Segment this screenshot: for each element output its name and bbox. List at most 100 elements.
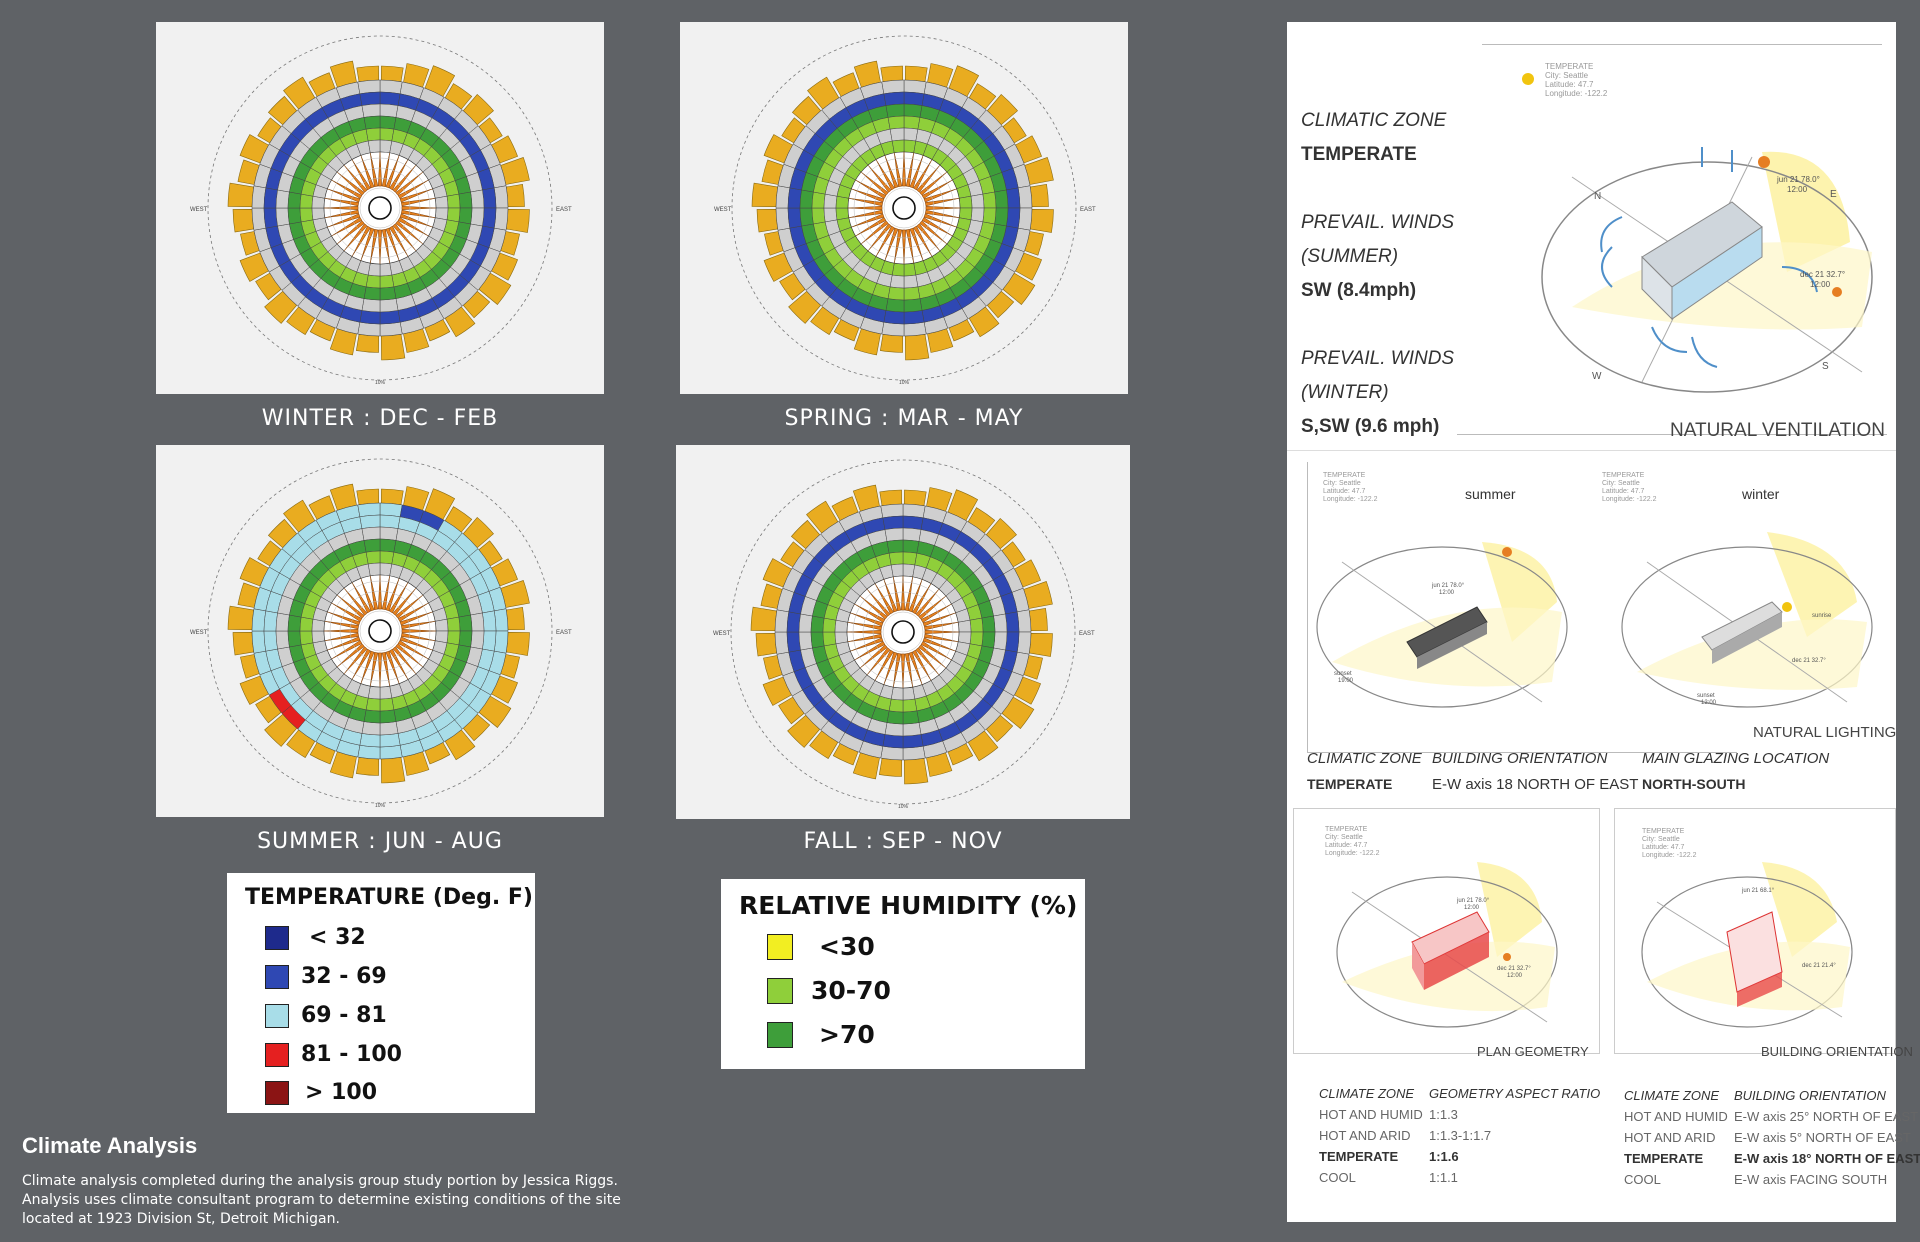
scale-label: 10%	[899, 380, 910, 386]
ring-segment	[902, 734, 924, 749]
wind-bar	[380, 488, 404, 506]
ring-segment	[887, 286, 905, 301]
ring-segment	[379, 733, 401, 748]
center-point	[368, 196, 392, 220]
outer-ring	[730, 459, 1076, 805]
jun-label: jun 21 78.0°	[1776, 175, 1820, 184]
table-cell: COOL	[1319, 1170, 1356, 1185]
sun-ray	[401, 206, 437, 210]
table-cell: E-W axis FACING SOUTH	[1734, 1172, 1888, 1187]
ring-segment	[993, 613, 1008, 633]
winter-winds-label-2: (WINTER)	[1301, 382, 1389, 403]
ring-segment	[882, 734, 904, 749]
wind-bar	[355, 756, 380, 776]
stamp-line: Latitude: 47.7	[1602, 488, 1645, 495]
svg-text:W: W	[1592, 371, 1602, 382]
ring-segment	[982, 191, 997, 209]
ring-segment	[810, 631, 825, 649]
sun-ray	[389, 159, 409, 191]
sun-ray	[860, 220, 889, 245]
plan-geometry-title: PLAN GEOMETRY	[1477, 1044, 1589, 1059]
sun-ray	[327, 188, 361, 203]
ring-segment	[787, 187, 802, 209]
scale-label: 10%	[898, 804, 909, 810]
ring-segment	[970, 193, 985, 209]
summer-winds-label: PREVAIL. WINDS	[1301, 212, 1455, 233]
scale-label: 10%	[375, 380, 386, 386]
sunrise-label: sunrise	[1812, 613, 1832, 619]
wheel-chart-summer: WEST EAST 10%	[190, 458, 572, 809]
west-label: WEST	[190, 207, 208, 213]
ring-segment	[470, 612, 485, 632]
lighting-summer-label: summer	[1465, 486, 1516, 502]
stamp-line: TEMPERATE	[1323, 472, 1366, 479]
table-cell: 1:1.6	[1429, 1149, 1459, 1164]
ring-segment	[379, 115, 397, 130]
ring-segment	[903, 298, 923, 313]
sun-ray	[916, 164, 941, 193]
sun-ray	[908, 651, 923, 685]
winter-winds-value: S,SW (9.6 mph)	[1301, 416, 1440, 437]
ring-segment	[299, 616, 314, 632]
stamp-line: Longitude: -122.2	[1602, 496, 1657, 503]
ring-segment	[470, 207, 485, 227]
building-orientation-title: BUILDING ORIENTATION	[1761, 1044, 1913, 1059]
ring-segment	[361, 103, 381, 118]
lighting-title: NATURAL LIGHTING	[1753, 724, 1897, 741]
sun-ray	[854, 641, 886, 661]
sun-ray	[915, 588, 940, 617]
ring-segment	[458, 191, 473, 209]
stamp-line: Longitude: -122.2	[1323, 496, 1378, 503]
sun-ray	[351, 648, 371, 680]
outer-ring	[207, 35, 553, 381]
sun-ray	[336, 171, 365, 196]
ring-segment	[903, 274, 919, 289]
ring-segment	[881, 79, 905, 95]
dec-label: dec 21 32.7°	[1800, 270, 1845, 279]
sun-ray	[323, 629, 359, 633]
ring-segment	[774, 609, 790, 633]
table-header: GEOMETRY ASPECT RATIO	[1429, 1086, 1601, 1101]
stamp-line: Latitude: 47.7	[1642, 844, 1685, 851]
stamp-line: City: Seattle	[1325, 834, 1363, 841]
wind-bar	[1029, 208, 1054, 233]
jun-label: jun 21 68.1°	[1741, 888, 1775, 894]
ring-segment	[1017, 185, 1033, 209]
sun-ray	[378, 652, 382, 688]
inner-grid-ring	[359, 187, 401, 229]
temperature-legend-item: 81 - 100	[265, 1042, 402, 1067]
winter-winds-label: PREVAIL. WINDS	[1301, 348, 1455, 369]
stamp-line: City: Seattle	[1323, 480, 1361, 487]
ring-segment	[810, 615, 825, 633]
ring-segment	[888, 698, 904, 713]
ring-segment	[1006, 207, 1021, 229]
ring-segment	[363, 115, 381, 130]
sun-ray	[875, 225, 895, 257]
sun-ray	[884, 155, 899, 189]
ring-segment	[357, 744, 381, 760]
sun-ray	[851, 213, 885, 228]
ring-segment	[434, 618, 449, 632]
dec-time-label: 12:00	[1810, 280, 1831, 289]
ring-segment	[902, 710, 920, 725]
ring-segment	[903, 310, 925, 325]
sun-ray	[915, 647, 940, 676]
sun-ray	[847, 206, 883, 210]
ring-segment	[482, 610, 497, 632]
ring-segment	[902, 539, 920, 554]
sun-ray	[859, 644, 888, 669]
wind-bar	[227, 605, 255, 631]
sun-ray	[912, 649, 932, 681]
ring-segment	[379, 526, 399, 541]
sun-ray	[331, 640, 363, 660]
ring-segment	[903, 127, 919, 142]
temperature-legend-label: > 100	[305, 1080, 378, 1105]
temperature-legend-title: TEMPERATURE (Deg. F)	[245, 885, 533, 910]
ring-segment	[361, 298, 381, 313]
ring-segment	[357, 79, 381, 95]
wind-bar	[505, 631, 530, 656]
sun-ray	[397, 602, 429, 622]
temperature-legend-item: > 100	[265, 1080, 377, 1105]
sun-ray	[919, 220, 948, 245]
ring-segment	[799, 189, 814, 209]
